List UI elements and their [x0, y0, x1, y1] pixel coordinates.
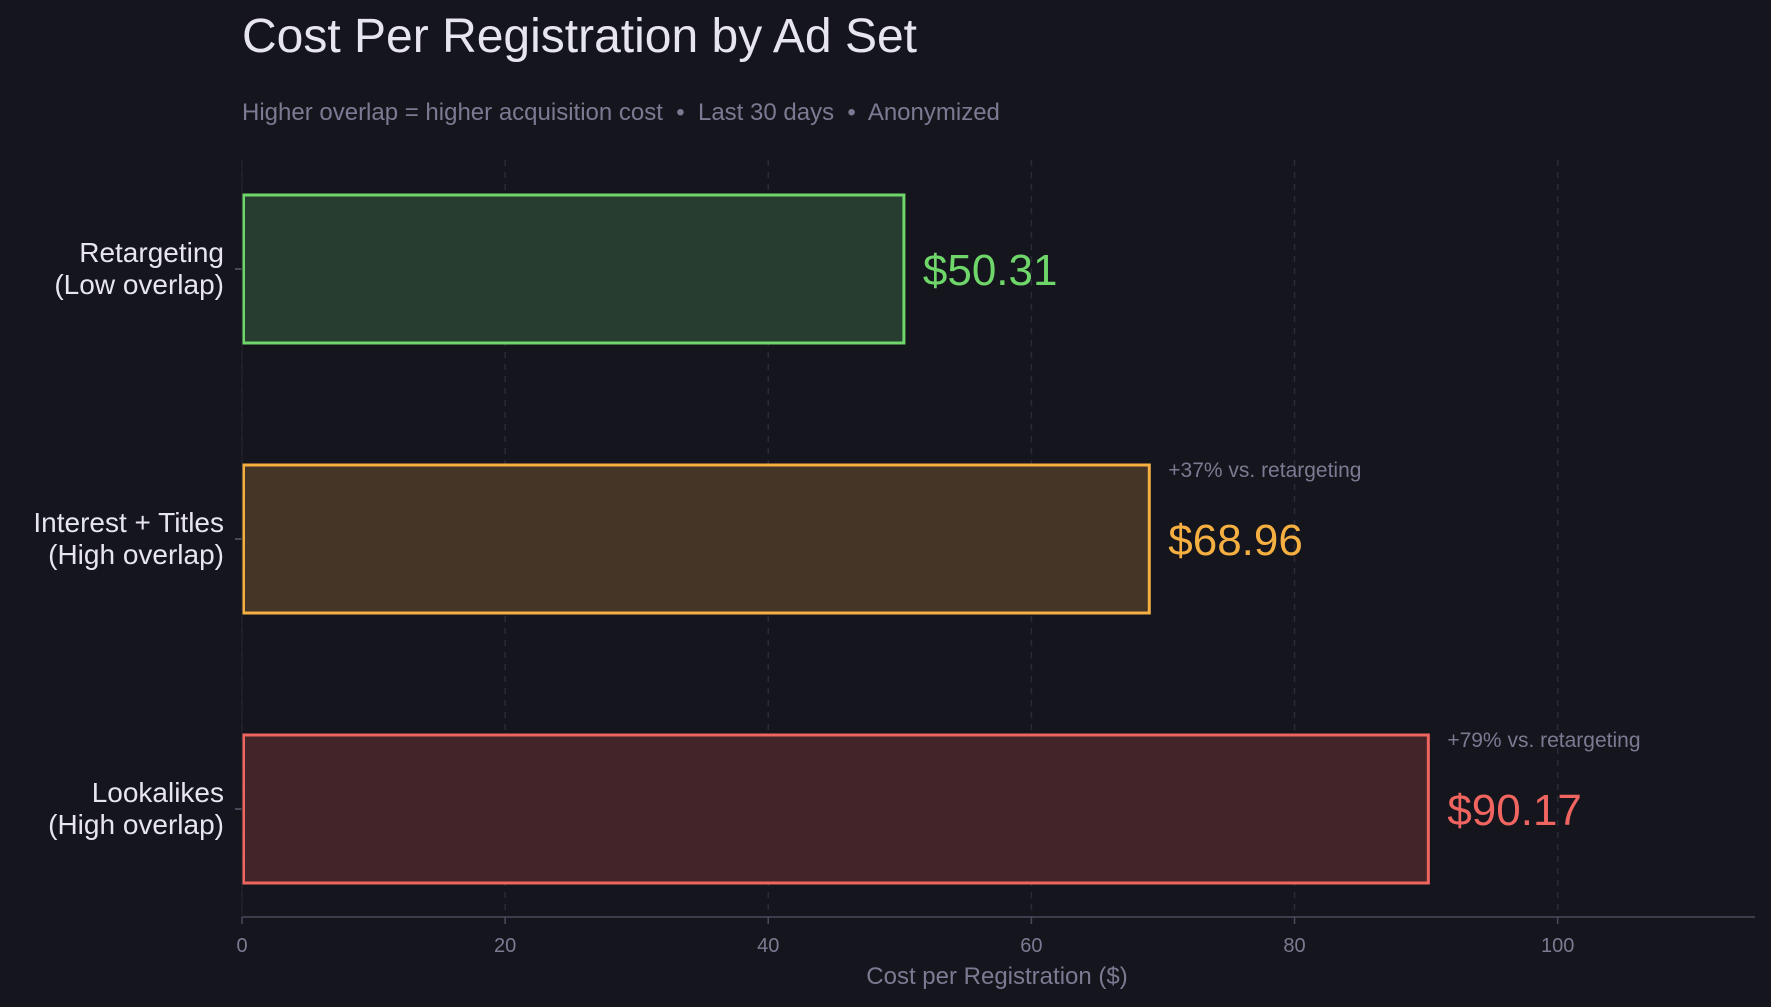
x-tick-label: 60 — [1020, 935, 1042, 957]
category-label: (High overlap) — [48, 539, 224, 570]
chart-title: Cost Per Registration by Ad Set — [242, 10, 917, 63]
bars: $50.31 $68.96 +37% vs. retargeting $90.17 +7… — [242, 193, 1641, 885]
value-label: $90.17 — [1447, 786, 1582, 835]
comparison-annotation: +79% vs. retargeting — [1447, 729, 1640, 752]
category-label: Interest + Titles — [33, 507, 224, 538]
x-tick-label: 100 — [1541, 935, 1574, 957]
chart-subtitle: Higher overlap = higher acquisition cost… — [242, 99, 1000, 126]
bar — [242, 733, 1430, 885]
value-label: $50.31 — [923, 246, 1058, 295]
x-tick-label: 20 — [494, 935, 516, 957]
category-label: Retargeting — [79, 237, 224, 268]
category-labels: Retargeting(Low overlap) Interest + Title… — [33, 237, 242, 840]
x-tick-label: 80 — [1283, 935, 1305, 957]
x-axis: 0 20 40 60 80 100 — [236, 160, 1755, 957]
bar — [242, 193, 906, 345]
x-axis-label: Cost per Registration ($) — [866, 963, 1127, 990]
bar — [242, 463, 1151, 615]
category-label: (High overlap) — [48, 809, 224, 840]
x-tick-label: 0 — [236, 935, 247, 957]
category-label: Lookalikes — [92, 777, 224, 808]
category-label: (Low overlap) — [54, 269, 224, 300]
x-tick-label: 40 — [757, 935, 779, 957]
value-label: $68.96 — [1168, 516, 1303, 565]
comparison-annotation: +37% vs. retargeting — [1168, 459, 1361, 482]
